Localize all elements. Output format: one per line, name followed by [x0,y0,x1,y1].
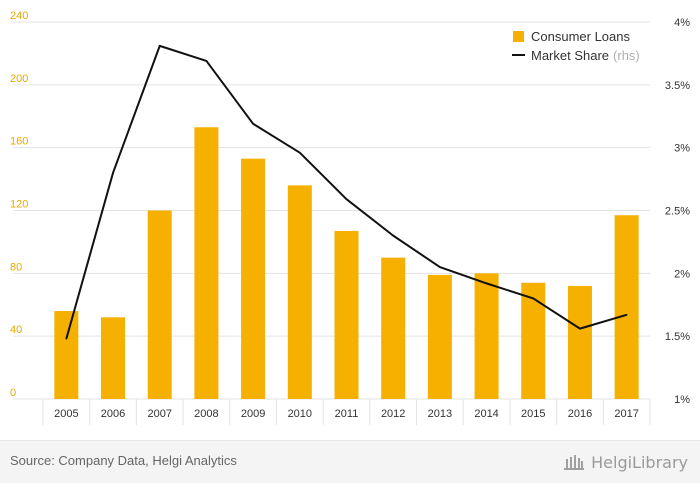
point-market-share [392,234,394,237]
right-tick-label: 1% [674,394,690,406]
x-tick-label: 2014 [474,408,498,420]
point-market-share [625,314,628,316]
x-tick-label: 2006 [101,408,125,420]
brand-name: HelgiLibrary [591,452,688,472]
left-tick-label: 200 [10,73,28,85]
line-layer [65,44,628,340]
right-tick-label: 1.5% [665,331,690,343]
right-axis: 1% 1.5% 2% 2.5% 3% 3.5% 4% [665,17,690,406]
left-tick-label: 120 [10,199,28,211]
legend-label-market-share-name: Market Share [531,48,609,63]
library-building-icon [563,453,585,471]
left-tick-label: 80 [10,261,22,273]
bar-consumer-loans [54,311,79,399]
right-tick-label: 2% [674,268,690,280]
bar-consumer-loans [287,185,312,399]
x-axis: 2005 2006 2007 2008 2009 2010 2011 2012 2013 2014… [54,408,639,420]
point-market-share [158,45,161,47]
point-market-share [579,327,581,330]
point-market-share [299,151,301,154]
combo-chart: 0 40 80 120 160 200 240 1% 1.5% 2% 2.5% 3% 3.5% 4% 2… [10,10,690,425]
x-tick-label: 2015 [521,408,545,420]
bar-consumer-loans [427,274,452,399]
x-tick-label: 2005 [54,408,78,420]
point-market-share [252,122,254,125]
bar-consumer-loans [241,158,266,399]
legend-label-market-share: Market Share (rhs) [531,48,640,63]
legend: Consumer Loans Market Share (rhs) [512,29,640,63]
x-tick-label: 2009 [241,408,265,420]
x-tick-label: 2013 [428,408,452,420]
source-note: Source: Company Data, Helgi Analytics [10,453,237,468]
point-market-share [439,266,441,268]
x-tick-label: 2010 [288,408,312,420]
point-market-share [65,337,68,340]
bar-consumer-loans [614,215,639,399]
bar-consumer-loans [334,230,359,399]
bar-consumer-loans [474,273,499,399]
left-tick-label: 0 [10,387,16,399]
left-tick-label: 40 [10,324,22,336]
legend-swatch-consumer-loans [513,31,524,42]
point-market-share [485,282,488,285]
legend-label-market-share-suffix: (rhs) [613,48,640,63]
x-tick-label: 2011 [335,408,359,420]
legend-label-consumer-loans: Consumer Loans [531,29,630,44]
brand-logo[interactable]: HelgiLibrary [563,450,688,474]
footer: Source: Company Data, Helgi Analytics He… [0,440,700,483]
point-market-share [205,60,208,62]
point-market-share [112,172,114,174]
right-tick-label: 2.5% [665,206,690,218]
right-tick-label: 3% [674,143,690,155]
x-tick-label: 2017 [614,408,638,420]
x-tick-label: 2007 [147,408,171,420]
x-tick-label: 2016 [568,408,592,420]
left-tick-label: 240 [10,10,28,22]
point-market-share [532,297,535,300]
x-tick-label: 2008 [194,408,218,420]
left-tick-label: 160 [10,136,28,148]
bar-consumer-loans [521,282,546,399]
left-axis: 0 40 80 120 160 200 240 [10,10,28,399]
bar-consumer-loans [194,127,219,399]
bar-consumer-loans [101,317,126,399]
point-market-share [345,198,348,200]
bar-consumer-loans [381,257,406,399]
right-tick-label: 4% [674,17,690,29]
bar-consumer-loans [147,210,172,399]
bars-layer [54,127,639,399]
right-tick-label: 3.5% [665,80,690,92]
x-tick-label: 2012 [381,408,405,420]
bar-consumer-loans [567,285,592,399]
